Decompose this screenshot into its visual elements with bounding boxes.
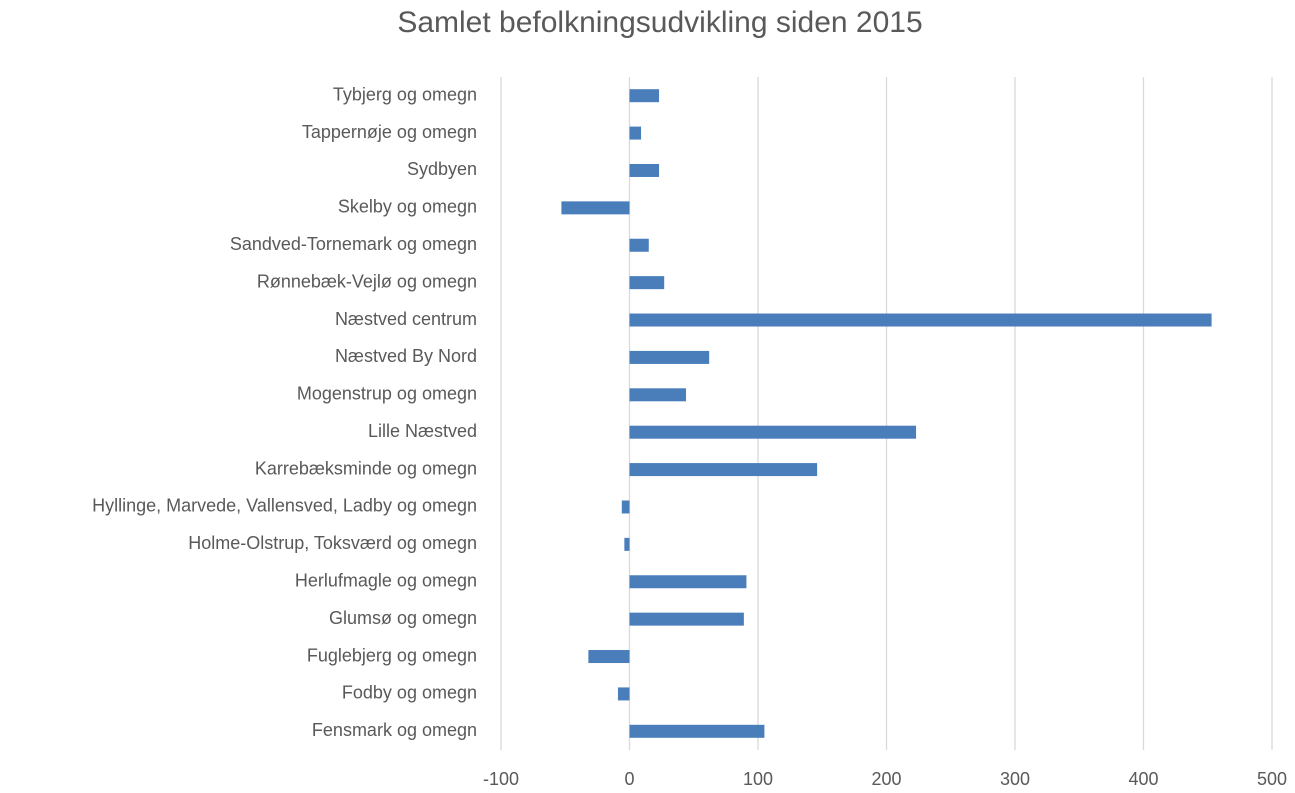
bar xyxy=(629,163,660,177)
bar xyxy=(629,388,687,402)
x-tick-label: 200 xyxy=(871,769,901,789)
bar xyxy=(629,463,818,477)
bar xyxy=(629,575,747,589)
y-tick-label: Tybjerg og omegn xyxy=(333,84,477,104)
y-tick-label: Lille Næstved xyxy=(368,421,477,441)
x-tick-label: -100 xyxy=(483,769,519,789)
y-tick-label: Rønnebæk-Vejlø og omegn xyxy=(257,271,477,291)
bar xyxy=(624,537,630,551)
bar xyxy=(629,126,642,140)
bar xyxy=(629,238,649,252)
chart-title: Samlet befolkningsudvikling siden 2015 xyxy=(397,6,922,39)
y-tick-label: Skelby og omegn xyxy=(338,197,477,217)
y-tick-label: Fuglebjerg og omegn xyxy=(307,645,477,665)
y-tick-label: Herlufmagle og omegn xyxy=(295,571,477,591)
y-tick-label: Fodby og omegn xyxy=(342,683,477,703)
y-tick-label: Næstved centrum xyxy=(335,309,477,329)
x-tick-label: 0 xyxy=(624,769,634,789)
y-tick-label: Mogenstrup og omegn xyxy=(297,384,477,404)
bar xyxy=(561,201,630,215)
y-tick-label: Sydbyen xyxy=(407,159,477,179)
bar xyxy=(629,612,744,626)
x-tick-label: 500 xyxy=(1257,769,1287,789)
y-tick-label: Fensmark og omegn xyxy=(312,720,477,740)
y-tick-label: Karrebæksminde og omegn xyxy=(255,458,477,478)
y-tick-label: Næstved By Nord xyxy=(335,346,477,366)
bar xyxy=(617,687,630,701)
bar xyxy=(588,650,630,664)
bar xyxy=(621,500,630,514)
bar xyxy=(629,276,665,290)
y-tick-label: Hyllinge, Marvede, Vallensved, Ladby og … xyxy=(92,496,477,516)
bar xyxy=(629,313,1212,327)
y-tick-label: Glumsø og omegn xyxy=(329,608,477,628)
bar xyxy=(629,724,765,738)
x-tick-label: 400 xyxy=(1128,769,1158,789)
x-tick-label: 300 xyxy=(1000,769,1030,789)
y-tick-label: Holme-Olstrup, Toksværd og omegn xyxy=(188,533,477,553)
y-tick-label: Sandved-Tornemark og omegn xyxy=(230,234,477,254)
y-tick-label: Tappernøje og omegn xyxy=(302,122,477,142)
bar xyxy=(629,425,917,439)
bar xyxy=(629,350,710,364)
x-tick-label: 100 xyxy=(743,769,773,789)
bar xyxy=(629,89,660,103)
